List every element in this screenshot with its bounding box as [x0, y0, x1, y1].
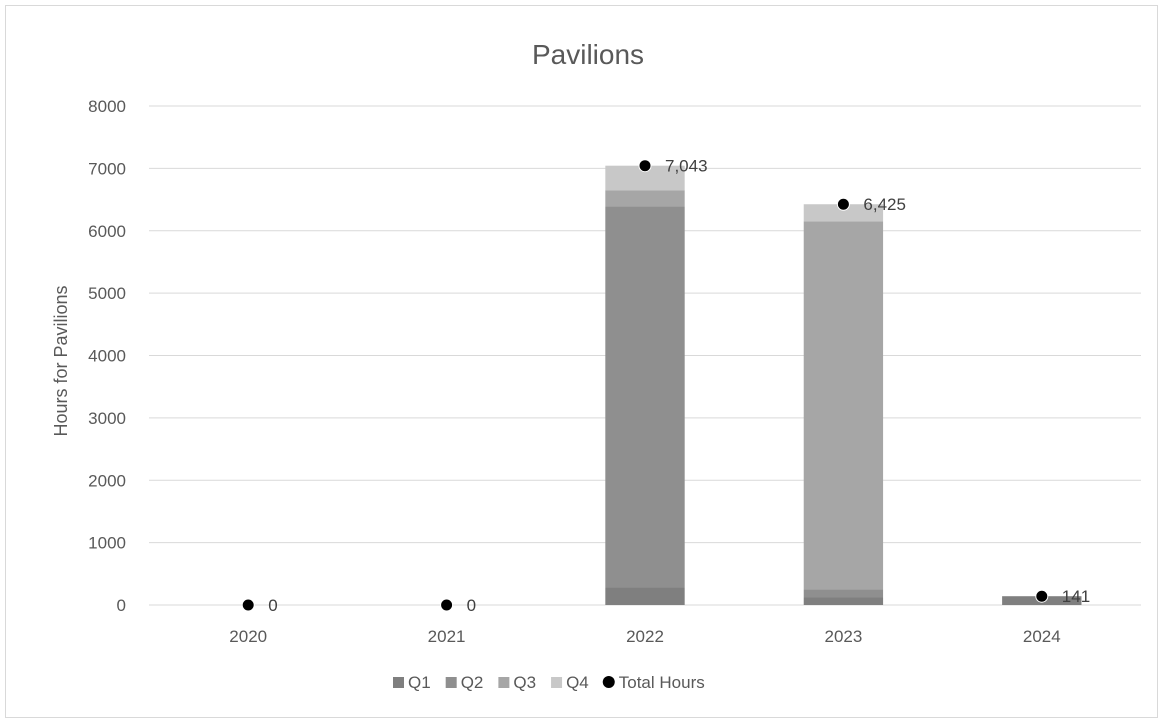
x-tick-label: 2020 [229, 627, 267, 646]
total-point-2024 [1035, 589, 1049, 603]
bars [605, 165, 1082, 605]
total-data-label: 141 [1062, 587, 1090, 606]
total-points: 0 0 7,043 6,425 141 [241, 157, 1090, 615]
legend-label: Q2 [461, 673, 484, 692]
y-tick-label: 3000 [88, 409, 126, 428]
total-data-label: 0 [268, 596, 277, 615]
legend-label: Q3 [513, 673, 536, 692]
legend-swatch-Q2 [445, 677, 457, 688]
y-axis-label: Hours for Pavilions [51, 285, 71, 436]
y-tick-label: 2000 [88, 471, 126, 490]
y-tick-label: 6000 [88, 222, 126, 241]
chart-frame: Pavilions Hours for Pavilions 0 1000 2000 3… [5, 5, 1158, 718]
y-tick-label: 0 [117, 596, 126, 615]
legend-marker-total-hours [602, 676, 615, 688]
stacked-bar-chart: Pavilions Hours for Pavilions 0 1000 2000 3… [51, 39, 1141, 692]
legend: Q1 Q2 Q3 Q4 Total Hours [393, 673, 705, 692]
x-tick-label: 2024 [1023, 627, 1061, 646]
total-point-2023 [836, 197, 850, 211]
bar-2023-Q1 [803, 597, 884, 605]
total-point-2022 [638, 159, 652, 173]
y-tick-label: 5000 [88, 284, 126, 303]
legend-label: Q4 [566, 673, 589, 692]
x-tick-label: 2023 [824, 627, 862, 646]
y-tick-labels: 0 1000 2000 3000 4000 5000 6000 7000 8000 [88, 97, 126, 615]
legend-swatch-Q1 [393, 677, 404, 688]
legend-label: Q1 [408, 673, 431, 692]
legend-swatch-Q3 [498, 677, 510, 688]
bar-2023-Q3 [803, 221, 884, 590]
y-tick-label: 8000 [88, 97, 126, 116]
legend-swatch-Q4 [551, 677, 563, 688]
y-tick-label: 7000 [88, 159, 126, 178]
legend-label: Total Hours [619, 673, 705, 692]
x-tick-labels: 2020 2021 2022 2023 2024 [229, 627, 1060, 646]
total-data-label: 0 [467, 596, 476, 615]
total-data-label: 7,043 [665, 157, 708, 176]
x-tick-label: 2022 [626, 627, 664, 646]
bar-2022-Q2 [605, 206, 685, 588]
y-tick-label: 4000 [88, 347, 126, 366]
bar-2022-Q1 [605, 587, 685, 605]
bar-2023-Q4 [803, 204, 884, 222]
chart-title: Pavilions [532, 39, 644, 70]
total-point-2020 [241, 598, 255, 612]
total-point-2021 [440, 598, 454, 612]
total-data-label: 6,425 [863, 195, 906, 214]
bar-2022-Q3 [605, 190, 685, 207]
x-tick-label: 2021 [428, 627, 466, 646]
bar-2023-Q2 [803, 589, 884, 598]
y-tick-label: 1000 [88, 534, 126, 553]
